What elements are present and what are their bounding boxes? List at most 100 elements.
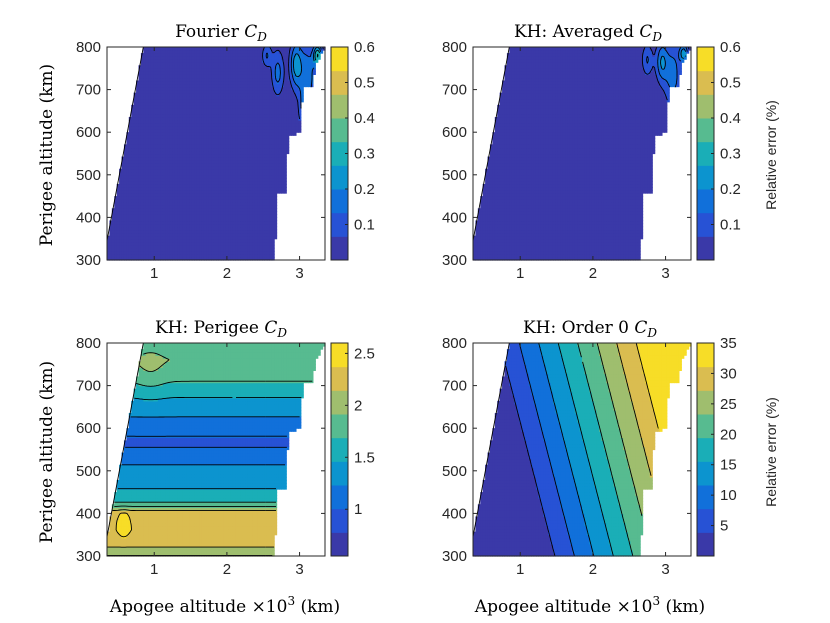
contour-cell	[184, 156, 188, 161]
contour-cell	[186, 92, 190, 97]
contour-cell	[281, 129, 285, 133]
contour-cell	[257, 171, 261, 176]
contour-cell	[252, 190, 256, 194]
contour-cell	[274, 165, 278, 170]
contour-cell	[295, 107, 299, 112]
contour-cell	[206, 168, 210, 173]
contour-cell	[140, 156, 144, 161]
contour-cell	[298, 89, 302, 94]
contour-cell	[157, 214, 161, 218]
contour-cell	[264, 113, 268, 118]
contour-cell	[211, 92, 215, 97]
contour-cell	[136, 232, 140, 237]
contour-cell	[269, 168, 273, 173]
contour-cell	[235, 229, 239, 234]
contour-cell	[162, 168, 166, 173]
contour-cell	[247, 220, 251, 225]
contour-cell	[271, 120, 275, 124]
contour-cell	[189, 168, 193, 173]
contour-cell	[174, 86, 178, 91]
contour-cell	[140, 214, 144, 218]
contour-cell	[191, 183, 195, 188]
contour-cell	[235, 183, 239, 188]
contour-cell	[274, 190, 278, 194]
contour-cell	[165, 86, 169, 91]
contour-cell	[281, 92, 285, 97]
contour-cell	[140, 168, 144, 173]
contour-cell	[162, 256, 166, 261]
contour-cell	[182, 132, 186, 136]
contour-cell	[162, 156, 166, 161]
contour-cell	[155, 223, 159, 228]
contour-cell	[150, 135, 154, 139]
contour-cell	[182, 110, 186, 115]
contour-cell	[216, 247, 220, 252]
contour-cell	[157, 208, 161, 212]
contour-cell	[131, 229, 135, 234]
contour-cell	[157, 193, 161, 197]
contour-cell	[271, 116, 275, 121]
contour-cell	[157, 89, 161, 94]
contour-cell	[182, 138, 186, 142]
contour-cell	[155, 92, 159, 97]
contour-cell	[182, 190, 186, 194]
contour-cell	[177, 217, 181, 222]
contour-cell	[216, 89, 220, 94]
contour-cell	[148, 116, 152, 121]
contour-cell	[228, 244, 232, 249]
contour-cell	[186, 229, 190, 234]
contour-cell	[262, 208, 266, 212]
contour-cell	[199, 104, 203, 109]
contour-cell	[228, 89, 232, 94]
contour-cell	[148, 132, 152, 136]
contour-cell	[220, 156, 224, 161]
contour-cell	[184, 144, 188, 149]
contour-cell	[199, 144, 203, 149]
contour-cell	[148, 256, 152, 261]
contour-cell	[184, 217, 188, 222]
contour-cell	[167, 153, 171, 158]
contour-cell	[199, 196, 203, 200]
contour-cell	[211, 253, 215, 258]
contour-cell	[254, 226, 258, 231]
contour-cell	[235, 113, 239, 118]
contour-cell	[264, 95, 268, 100]
contour-cell	[220, 92, 224, 97]
contour-cell	[186, 193, 190, 197]
contour-cell	[230, 132, 234, 136]
contour-cell	[169, 193, 173, 197]
contour-cell	[232, 235, 236, 240]
contour-cell	[266, 241, 270, 246]
contour-cell	[269, 98, 273, 103]
contour-cell	[199, 107, 203, 112]
contour-cell	[216, 171, 220, 176]
contour-cell	[167, 141, 171, 145]
contour-cell	[128, 141, 132, 145]
contour-cell	[262, 138, 266, 142]
contour-cell	[179, 153, 183, 158]
contour-cell	[184, 107, 188, 112]
contour-cell	[162, 208, 166, 212]
contour-cell	[167, 144, 171, 149]
contour-cell	[167, 95, 171, 100]
contour-cell	[245, 132, 249, 136]
contour-cell	[143, 135, 147, 139]
contour-cell	[119, 223, 123, 228]
contour-cell	[218, 86, 222, 91]
contour-cell	[232, 174, 236, 179]
contour-cell	[245, 104, 249, 109]
contour-cell	[177, 226, 181, 231]
contour-cell	[136, 138, 140, 142]
contour-cell	[153, 196, 157, 200]
contour-cell	[281, 86, 285, 91]
contour-cell	[249, 217, 253, 222]
contour-cell	[160, 223, 164, 228]
contour-cell	[223, 123, 227, 127]
contour-cell	[123, 144, 127, 149]
contour-cell	[276, 123, 280, 127]
contour-cell	[216, 244, 220, 249]
contour-cell	[160, 141, 164, 145]
contour-cell	[274, 205, 278, 209]
contour-cell	[179, 159, 183, 164]
contour-cell	[126, 180, 130, 185]
